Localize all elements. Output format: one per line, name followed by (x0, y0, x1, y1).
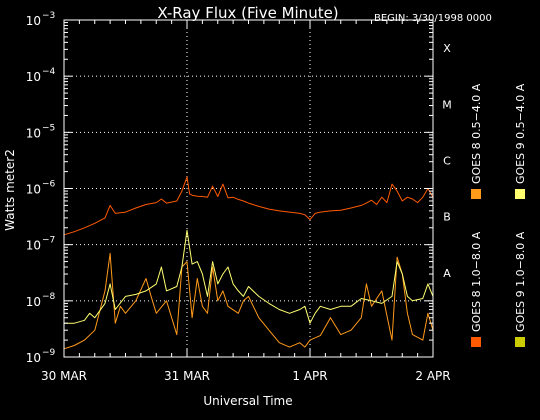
series-plot-area (63, 176, 434, 350)
y-tick-exponent-4: −7 (42, 236, 55, 246)
series-line-2 (64, 229, 434, 324)
y-axis-label: Watts meter2 (3, 149, 17, 231)
x-axis-label: Universal Time (203, 394, 292, 408)
series-line-1 (63, 252, 434, 350)
flare-class-label-c: C (443, 154, 451, 167)
legend-swatch-1 (471, 189, 481, 199)
series-line-0 (63, 176, 434, 236)
flare-class-label-m: M (442, 98, 452, 111)
x-axis-ticks: 30 MAR 31 MAR 1 APR 2 APR (41, 20, 451, 383)
y-tick-exponent-6: −9 (42, 348, 56, 358)
y-tick-exponent-3: −6 (42, 180, 56, 190)
legend-swatch-0 (471, 337, 481, 347)
x-tick-label-1: 31 MAR (164, 369, 210, 383)
y-tick-label-6: 10 (26, 351, 41, 365)
flare-class-label-a: A (443, 267, 451, 280)
flare-class-label-x: X (443, 42, 451, 55)
chart-subtitle: BEGIN: 3/30/1998 0000 (374, 13, 492, 24)
y-tick-exponent-2: −5 (42, 123, 55, 133)
y-tick-exponent-5: −8 (42, 292, 56, 302)
y-tick-label-3: 10 (26, 183, 41, 197)
legend-label-2: GOES 9 0.5−4.0 A (514, 83, 527, 184)
x-tick-label-2: 1 APR (292, 369, 327, 383)
legend-label-0: GOES 8 1.0−8.0 A (470, 231, 483, 332)
gridlines (64, 20, 433, 357)
y-tick-label-2: 10 (26, 126, 41, 140)
y-tick-label-1: 10 (26, 70, 41, 84)
legend-label-3: GOES 9 1.0−8.0 A (514, 231, 527, 332)
x-tick-label-0: 30 MAR (41, 369, 87, 383)
flare-class-labels: X M C B A (442, 42, 452, 280)
y-tick-label-4: 10 (26, 239, 41, 253)
flare-class-label-b: B (443, 211, 451, 224)
x-tick-label-3: 2 APR (415, 369, 450, 383)
legend: GOES 8 1.0−8.0 A GOES 8 0.5−4.0 A GOES 9 1… (470, 83, 527, 347)
y-tick-label-0: 10 (26, 14, 41, 28)
chart-title: X-Ray Flux (Five Minute) (157, 4, 338, 22)
legend-swatch-3 (515, 337, 525, 347)
y-tick-label-5: 10 (26, 295, 41, 309)
y-tick-exponent-1: −4 (42, 67, 56, 77)
legend-swatch-2 (515, 189, 525, 199)
y-tick-exponent-0: −3 (42, 11, 55, 21)
legend-label-1: GOES 8 0.5−4.0 A (470, 83, 483, 184)
y-axis-ticks: 10−310−410−510−610−710−810−9 (26, 11, 433, 365)
